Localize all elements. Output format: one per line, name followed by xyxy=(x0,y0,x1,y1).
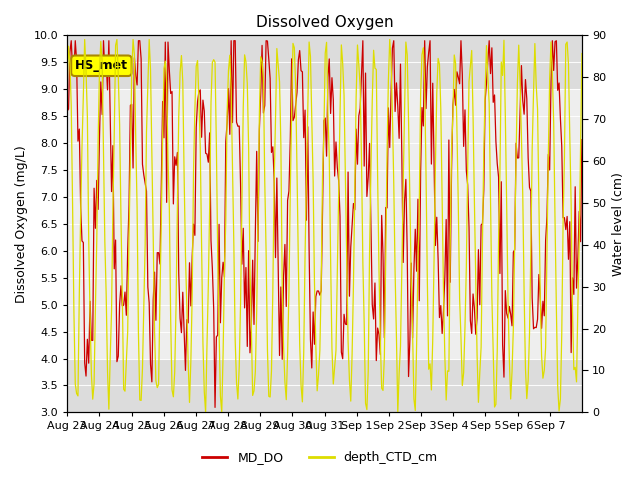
MD_DO xyxy=(577,239,584,244)
Line: depth_CTD_cm: depth_CTD_cm xyxy=(67,39,582,412)
MD_DO xyxy=(331,173,339,179)
MD_DO xyxy=(509,249,517,255)
depth_CTD_cm xyxy=(81,36,88,42)
depth_CTD_cm xyxy=(63,83,71,88)
Bar xyxy=(67,359,582,412)
depth_CTD_cm xyxy=(99,59,106,64)
Title: Dissolved Oxygen: Dissolved Oxygen xyxy=(256,15,394,30)
depth_CTD_cm xyxy=(331,364,339,370)
Bar xyxy=(67,36,582,89)
Y-axis label: Dissolved Oxygen (mg/L): Dissolved Oxygen (mg/L) xyxy=(15,145,28,303)
MD_DO xyxy=(99,111,106,117)
Y-axis label: Water level (cm): Water level (cm) xyxy=(612,172,625,276)
MD_DO xyxy=(63,108,71,114)
MD_DO xyxy=(433,215,440,220)
depth_CTD_cm xyxy=(433,90,440,96)
depth_CTD_cm xyxy=(577,141,584,147)
depth_CTD_cm xyxy=(509,324,517,330)
MD_DO xyxy=(211,405,219,410)
depth_CTD_cm xyxy=(578,51,586,57)
depth_CTD_cm xyxy=(82,68,90,73)
MD_DO xyxy=(67,38,75,44)
MD_DO xyxy=(82,373,90,379)
Text: HS_met: HS_met xyxy=(75,59,128,72)
depth_CTD_cm xyxy=(202,409,209,415)
Line: MD_DO: MD_DO xyxy=(67,41,582,408)
Legend: MD_DO, depth_CTD_cm: MD_DO, depth_CTD_cm xyxy=(197,446,443,469)
MD_DO xyxy=(578,137,586,143)
